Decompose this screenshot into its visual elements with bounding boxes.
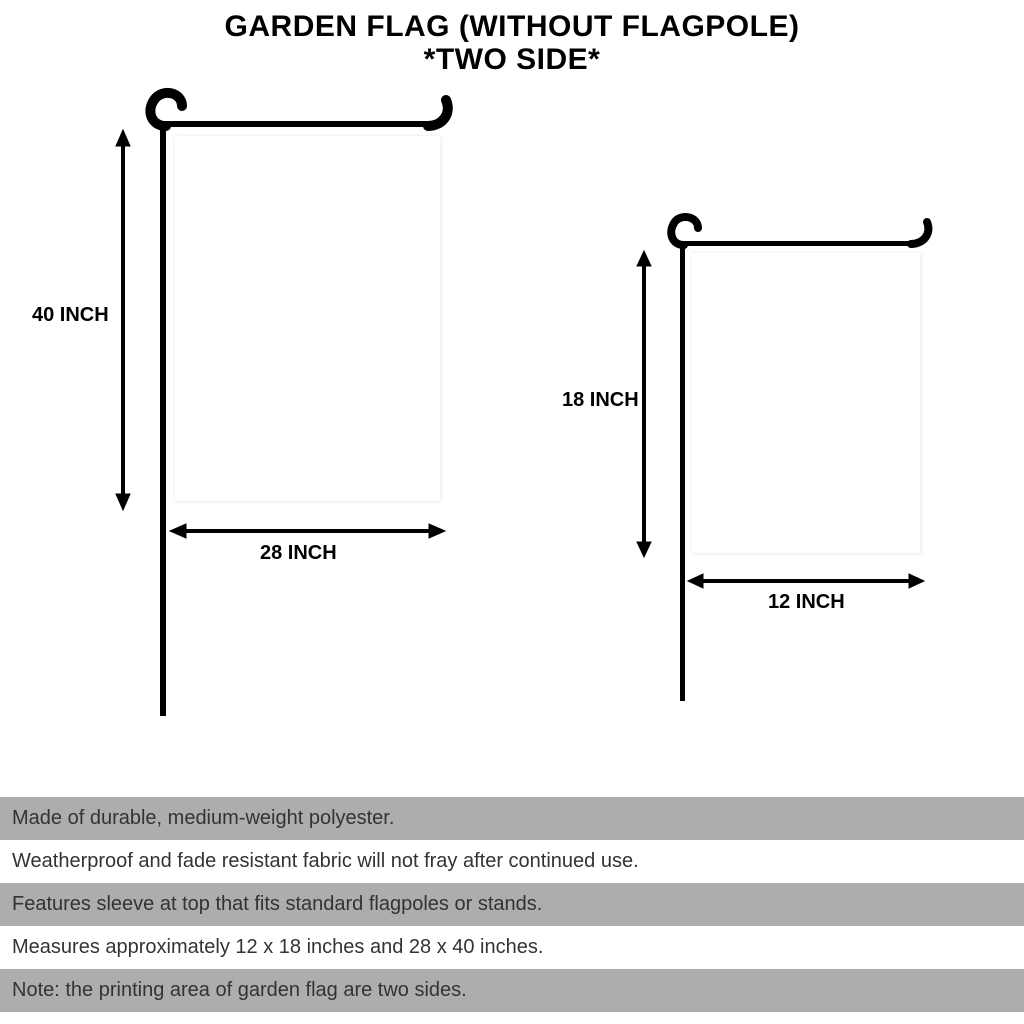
title-line-2: *TWO SIDE* [0, 43, 1024, 76]
title-line-1: GARDEN FLAG (WITHOUT FLAGPOLE) [0, 10, 1024, 43]
pole-hook-right-small [906, 215, 940, 249]
pole-vertical-small [680, 241, 685, 701]
flag-panel-small [692, 253, 920, 553]
dim-label-width-small: 12 INCH [768, 591, 845, 614]
info-table: Made of durable, medium-weight polyester… [0, 797, 1024, 1012]
pole-horizontal-large [160, 121, 440, 127]
info-row-2: Weatherproof and fade resistant fabric w… [0, 840, 1024, 883]
info-row-4: Measures approximately 12 x 18 inches an… [0, 926, 1024, 969]
flag-small: 18 INCH 12 INCH [630, 211, 960, 711]
title-block: GARDEN FLAG (WITHOUT FLAGPOLE) *TWO SIDE… [0, 0, 1024, 76]
info-row-3: Features sleeve at top that fits standar… [0, 883, 1024, 926]
pole-horizontal-small [680, 241, 920, 246]
info-row-1: Made of durable, medium-weight polyester… [0, 797, 1024, 840]
info-row-5: Note: the printing area of garden flag a… [0, 969, 1024, 1012]
pole-curl-left-small [666, 211, 708, 253]
pole-curl-left-large [144, 86, 194, 136]
pole-vertical-large [160, 121, 166, 716]
flag-panel-large [175, 136, 440, 501]
dim-label-height-large: 40 INCH [32, 304, 109, 327]
pole-hook-right-large [422, 92, 462, 132]
diagram-area: 40 INCH 28 INCH [0, 76, 1024, 736]
dim-label-width-large: 28 INCH [260, 542, 337, 565]
dim-arrow-height-large [110, 86, 140, 526]
dim-label-height-small: 18 INCH [562, 389, 639, 412]
flag-large: 40 INCH 28 INCH [110, 86, 470, 726]
